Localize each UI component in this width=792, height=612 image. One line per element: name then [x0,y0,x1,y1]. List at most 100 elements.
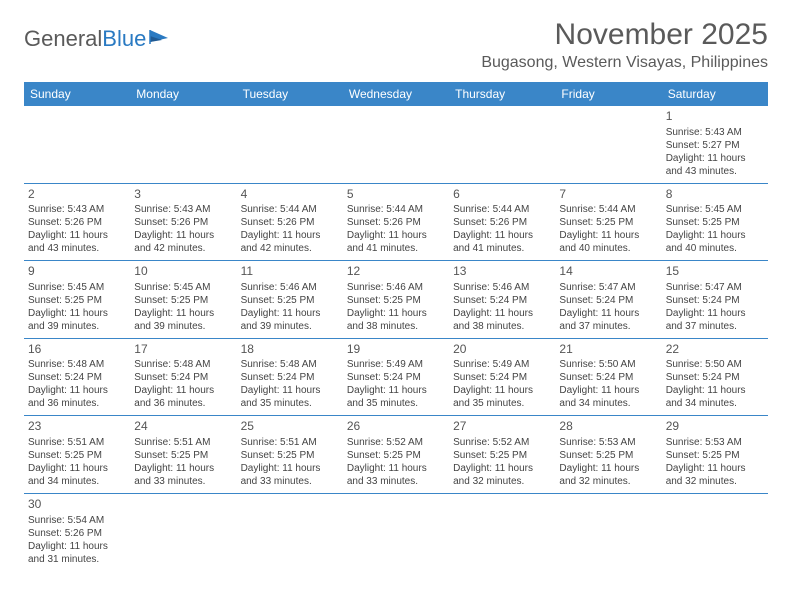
day-number: 13 [453,264,551,280]
calendar-cell-empty [237,493,343,570]
calendar-cell: 2Sunrise: 5:43 AMSunset: 5:26 PMDaylight… [24,183,130,261]
sunrise-line: Sunrise: 5:54 AM [28,514,126,527]
daylight-line: Daylight: 11 hours and 41 minutes. [347,229,445,255]
sunset-line: Sunset: 5:25 PM [28,449,126,462]
daylight-line: Daylight: 11 hours and 35 minutes. [453,384,551,410]
day-number: 11 [241,264,339,280]
sunrise-line: Sunrise: 5:52 AM [347,436,445,449]
calendar-cell: 10Sunrise: 5:45 AMSunset: 5:25 PMDayligh… [130,261,236,339]
day-header: Monday [130,82,236,106]
sunrise-line: Sunrise: 5:50 AM [559,358,657,371]
day-number: 10 [134,264,232,280]
calendar-cell: 26Sunrise: 5:52 AMSunset: 5:25 PMDayligh… [343,416,449,494]
day-number: 17 [134,342,232,358]
calendar-cell: 8Sunrise: 5:45 AMSunset: 5:25 PMDaylight… [662,183,768,261]
sunset-line: Sunset: 5:26 PM [241,216,339,229]
calendar-cell: 21Sunrise: 5:50 AMSunset: 5:24 PMDayligh… [555,338,661,416]
daylight-line: Daylight: 11 hours and 33 minutes. [241,462,339,488]
day-header: Saturday [662,82,768,106]
calendar-cell: 27Sunrise: 5:52 AMSunset: 5:25 PMDayligh… [449,416,555,494]
calendar-cell: 30Sunrise: 5:54 AMSunset: 5:26 PMDayligh… [24,493,130,570]
day-number: 4 [241,187,339,203]
sunset-line: Sunset: 5:25 PM [666,216,764,229]
sunrise-line: Sunrise: 5:45 AM [134,281,232,294]
calendar-cell: 23Sunrise: 5:51 AMSunset: 5:25 PMDayligh… [24,416,130,494]
day-number: 25 [241,419,339,435]
day-header: Tuesday [237,82,343,106]
sunset-line: Sunset: 5:25 PM [241,294,339,307]
calendar-cell: 29Sunrise: 5:53 AMSunset: 5:25 PMDayligh… [662,416,768,494]
sunrise-line: Sunrise: 5:50 AM [666,358,764,371]
calendar-row: 16Sunrise: 5:48 AMSunset: 5:24 PMDayligh… [24,338,768,416]
daylight-line: Daylight: 11 hours and 34 minutes. [28,462,126,488]
calendar-row: 23Sunrise: 5:51 AMSunset: 5:25 PMDayligh… [24,416,768,494]
sunset-line: Sunset: 5:24 PM [28,371,126,384]
daylight-line: Daylight: 11 hours and 41 minutes. [453,229,551,255]
sunset-line: Sunset: 5:26 PM [28,216,126,229]
calendar-cell: 14Sunrise: 5:47 AMSunset: 5:24 PMDayligh… [555,261,661,339]
daylight-line: Daylight: 11 hours and 39 minutes. [134,307,232,333]
calendar-cell-empty [130,493,236,570]
sunset-line: Sunset: 5:26 PM [347,216,445,229]
day-number: 16 [28,342,126,358]
sunset-line: Sunset: 5:25 PM [347,294,445,307]
calendar-cell-empty [24,106,130,183]
daylight-line: Daylight: 11 hours and 33 minutes. [347,462,445,488]
sunrise-line: Sunrise: 5:48 AM [28,358,126,371]
day-number: 26 [347,419,445,435]
calendar-cell: 18Sunrise: 5:48 AMSunset: 5:24 PMDayligh… [237,338,343,416]
sunrise-line: Sunrise: 5:53 AM [666,436,764,449]
day-header: Wednesday [343,82,449,106]
calendar-cell: 25Sunrise: 5:51 AMSunset: 5:25 PMDayligh… [237,416,343,494]
daylight-line: Daylight: 11 hours and 38 minutes. [347,307,445,333]
calendar-cell-empty [449,106,555,183]
sunset-line: Sunset: 5:24 PM [559,371,657,384]
daylight-line: Daylight: 11 hours and 42 minutes. [241,229,339,255]
calendar-cell: 12Sunrise: 5:46 AMSunset: 5:25 PMDayligh… [343,261,449,339]
day-header-row: SundayMondayTuesdayWednesdayThursdayFrid… [24,82,768,106]
sunrise-line: Sunrise: 5:44 AM [347,203,445,216]
day-number: 14 [559,264,657,280]
calendar-cell-empty [130,106,236,183]
location: Bugasong, Western Visayas, Philippines [481,54,768,72]
day-header: Friday [555,82,661,106]
calendar-cell-empty [555,493,661,570]
sunrise-line: Sunrise: 5:49 AM [453,358,551,371]
calendar-cell: 13Sunrise: 5:46 AMSunset: 5:24 PMDayligh… [449,261,555,339]
sunset-line: Sunset: 5:27 PM [666,139,764,152]
header: GeneralBlue November 2025 Bugasong, West… [24,18,768,72]
daylight-line: Daylight: 11 hours and 36 minutes. [28,384,126,410]
sunset-line: Sunset: 5:25 PM [347,449,445,462]
daylight-line: Daylight: 11 hours and 34 minutes. [559,384,657,410]
day-number: 29 [666,419,764,435]
page: GeneralBlue November 2025 Bugasong, West… [0,0,792,589]
sunrise-line: Sunrise: 5:48 AM [241,358,339,371]
sunrise-line: Sunrise: 5:43 AM [666,126,764,139]
calendar-row: 2Sunrise: 5:43 AMSunset: 5:26 PMDaylight… [24,183,768,261]
sunset-line: Sunset: 5:24 PM [347,371,445,384]
calendar-cell-empty [449,493,555,570]
daylight-line: Daylight: 11 hours and 32 minutes. [666,462,764,488]
calendar-cell-empty [662,493,768,570]
day-number: 22 [666,342,764,358]
calendar-cell-empty [343,493,449,570]
calendar-cell: 19Sunrise: 5:49 AMSunset: 5:24 PMDayligh… [343,338,449,416]
daylight-line: Daylight: 11 hours and 40 minutes. [559,229,657,255]
daylight-line: Daylight: 11 hours and 39 minutes. [28,307,126,333]
calendar-cell: 16Sunrise: 5:48 AMSunset: 5:24 PMDayligh… [24,338,130,416]
calendar-cell: 28Sunrise: 5:53 AMSunset: 5:25 PMDayligh… [555,416,661,494]
calendar-body: 1Sunrise: 5:43 AMSunset: 5:27 PMDaylight… [24,106,768,571]
month-title: November 2025 [481,18,768,52]
calendar-cell: 24Sunrise: 5:51 AMSunset: 5:25 PMDayligh… [130,416,236,494]
daylight-line: Daylight: 11 hours and 38 minutes. [453,307,551,333]
sunrise-line: Sunrise: 5:44 AM [241,203,339,216]
daylight-line: Daylight: 11 hours and 32 minutes. [559,462,657,488]
sunrise-line: Sunrise: 5:47 AM [666,281,764,294]
calendar-cell: 17Sunrise: 5:48 AMSunset: 5:24 PMDayligh… [130,338,236,416]
sunset-line: Sunset: 5:25 PM [666,449,764,462]
daylight-line: Daylight: 11 hours and 32 minutes. [453,462,551,488]
calendar-row: 1Sunrise: 5:43 AMSunset: 5:27 PMDaylight… [24,106,768,183]
day-number: 20 [453,342,551,358]
day-number: 3 [134,187,232,203]
sunrise-line: Sunrise: 5:45 AM [28,281,126,294]
